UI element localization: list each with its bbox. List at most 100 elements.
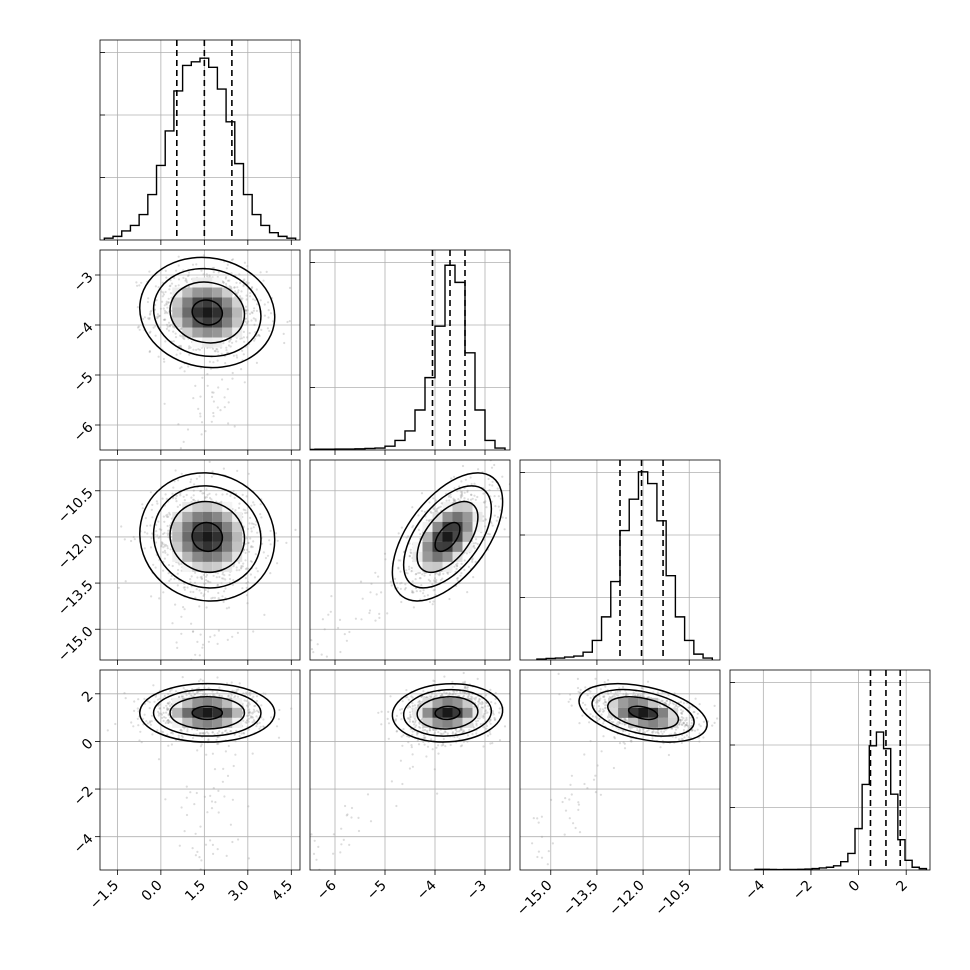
scatter-point [246, 714, 249, 717]
scatter-point [458, 485, 461, 488]
scatter-point [189, 791, 192, 794]
scatter-point [225, 346, 228, 349]
scatter-point [460, 493, 463, 496]
scatter-point [224, 578, 227, 581]
scatter-point [252, 522, 255, 526]
scatter-point [241, 493, 244, 496]
scatter-point [262, 725, 265, 728]
contour-line [402, 485, 493, 589]
density-cell [202, 511, 213, 522]
scatter-point [288, 286, 292, 289]
scatter-point [208, 275, 211, 278]
scatter-point [454, 732, 457, 735]
scatter-point [387, 737, 390, 740]
scatter-point [230, 681, 233, 684]
scatter-point [243, 548, 246, 552]
scatter-point [432, 497, 435, 500]
scatter-point [206, 275, 209, 278]
scatter-point [164, 716, 167, 719]
scatter-point [252, 708, 255, 711]
scatter-point [169, 578, 172, 581]
scatter-point [242, 508, 245, 511]
scatter-point [483, 501, 486, 504]
scatter-point [478, 702, 482, 705]
contour-line [139, 472, 276, 602]
scatter-point [433, 588, 436, 591]
scatter-point [242, 283, 245, 286]
scatter-point [456, 562, 459, 565]
scatter-point [501, 516, 504, 519]
scatter-point [177, 278, 181, 281]
scatter-point [230, 692, 233, 695]
scatter-point [491, 710, 494, 713]
scatter-point [182, 276, 185, 279]
scatter-point [150, 714, 154, 717]
scatter-point [463, 491, 466, 494]
scatter-point [403, 588, 407, 591]
scatter-point [205, 693, 208, 696]
scatter-point [164, 798, 167, 801]
scatter-point [437, 573, 440, 576]
density-cell [192, 697, 203, 708]
scatter-point [321, 618, 324, 621]
scatter-point [211, 596, 214, 599]
scatter-point [160, 541, 163, 544]
scatter-point [494, 505, 497, 508]
scatter-point [409, 548, 412, 551]
scatter-point [439, 694, 442, 698]
scatter-point [247, 711, 250, 714]
scatter-point [237, 506, 241, 510]
scatter-point [165, 303, 168, 306]
scatter-point [221, 573, 224, 576]
scatter-point [216, 350, 220, 353]
scatter-point [179, 494, 182, 497]
scatter-point [482, 492, 485, 495]
scatter-point [210, 420, 213, 423]
scatter-point [147, 317, 150, 320]
scatter-point [154, 566, 157, 569]
scatter-point [460, 744, 464, 747]
scatter-point [226, 279, 230, 282]
scatter-point [476, 495, 479, 499]
scatter-point [158, 535, 162, 538]
scatter-point [217, 629, 220, 632]
scatter-point [201, 643, 205, 646]
scatter-point [221, 577, 224, 580]
scatter-point [397, 567, 400, 570]
scatter-point [253, 307, 256, 310]
contour-line [191, 705, 224, 721]
scatter-point [174, 690, 178, 693]
scatter-point [195, 791, 198, 795]
scatter-point [450, 477, 453, 480]
scatter-point [242, 732, 246, 735]
scatter-point [471, 557, 474, 560]
scatter-point [177, 255, 180, 258]
scatter-point [192, 590, 195, 594]
scatter-point [462, 681, 465, 684]
scatter-point [150, 309, 153, 312]
scatter-point [225, 682, 229, 685]
scatter-point [472, 576, 475, 579]
scatter-point [189, 581, 192, 584]
scatter-point [253, 323, 256, 326]
x-tick-label: −1.5 [87, 878, 122, 913]
scatter-point [154, 334, 157, 337]
scatter-point [143, 697, 146, 701]
scatter-point [212, 400, 215, 403]
contour-line [191, 521, 224, 553]
scatter-point [207, 738, 210, 741]
scatter-panel-2-1 [309, 459, 511, 665]
scatter-point [247, 704, 250, 707]
scatter-point [498, 707, 501, 710]
density-cell [202, 327, 213, 338]
scatter-point [466, 695, 469, 698]
scatter-point [202, 594, 205, 598]
histogram-panel-1 [309, 249, 511, 455]
scatter-point [248, 710, 251, 714]
y-tick-label: −15.0 [55, 624, 97, 666]
scatter-point [161, 295, 164, 298]
scatter-point [456, 564, 459, 567]
scatter-point [202, 273, 205, 276]
scatter-point [170, 731, 173, 735]
scatter-point [213, 349, 216, 353]
